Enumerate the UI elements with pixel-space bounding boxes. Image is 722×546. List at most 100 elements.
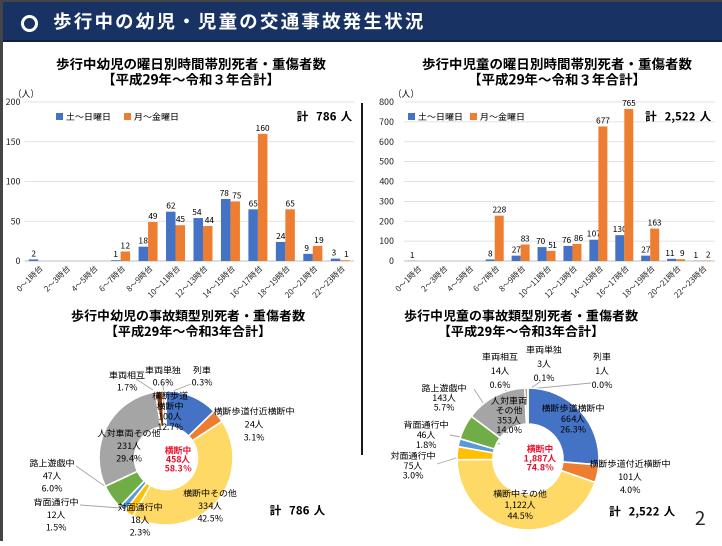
bar-value-label: 70 [536, 235, 545, 247]
bar-20～21時台-土～日曜日 [303, 254, 313, 261]
bar-value-label: 76 [562, 234, 571, 246]
y-tick-label: 150 [6, 135, 21, 148]
slice-label: 12.7% [157, 420, 183, 433]
bar-value-label: 228 [492, 204, 506, 216]
bar-12～13時台-土～日曜日 [193, 218, 203, 261]
bar-20～21時台-土～日曜日 [667, 259, 676, 261]
bar-20～21時台-月～金曜日 [313, 246, 323, 261]
bar-value-label: 49 [148, 210, 157, 222]
slice-label: 横断中その他 [183, 487, 237, 500]
slice-label: 47人 [43, 469, 62, 482]
slice-label: 42.5% [197, 512, 223, 525]
bar-10～11時台-月～金曜日 [176, 225, 186, 261]
bar-value-label: 19 [315, 234, 324, 246]
bar-value-label: 9 [680, 247, 685, 259]
y-tick-label: 0 [16, 254, 21, 267]
slice-label: 26.3% [560, 423, 586, 436]
slice-label: 0.3% [192, 376, 213, 389]
legend-label: 月～金曜日 [480, 110, 525, 123]
slice-label: 5.7% [434, 401, 455, 414]
legend-swatch [408, 113, 415, 120]
ring-icon [21, 15, 38, 32]
frame-left-edge [0, 0, 3, 541]
donut-children-svg: 歩行中児童の事故類型別死者・重傷者数【平成29年～令和3年合計】横断歩道横断中6… [369, 300, 722, 541]
bar-8～9時台-月～金曜日 [148, 222, 158, 261]
slice-label: 3人 [536, 357, 551, 370]
bar-8～9時台-土～日曜日 [139, 247, 149, 261]
total-suffix: 人 [314, 503, 326, 519]
bar-value-label: 1 [114, 248, 119, 260]
bar-value-label: 8 [488, 247, 493, 259]
slice-label: 列車 [593, 350, 611, 363]
y-tick-label: 300 [378, 194, 394, 207]
bar-value-label: 27 [641, 244, 651, 256]
bar-16～17時台-月～金曜日 [624, 109, 633, 261]
bar-infants-svg: 歩行中幼児の曜日別時間帯別死者・重傷者数【平成29年～令和３年合計】（人）050… [2, 46, 368, 300]
bar-18～19時台-土～日曜日 [276, 242, 286, 261]
total-value: 2,522 [665, 109, 696, 125]
bar-10～11時台-土～日曜日 [166, 212, 176, 261]
slice-label: 車両単独 [526, 343, 562, 356]
total-prefix: 計 [609, 504, 621, 520]
bar-value-label: 18 [139, 235, 148, 247]
slice-label: 334人 [197, 499, 222, 512]
bar-18～19時台-土～日曜日 [641, 256, 650, 261]
y-tick-label: 500 [379, 155, 394, 168]
total-value: 2,522 [629, 504, 660, 520]
leader-line [80, 505, 121, 508]
bar-value-label: 24 [276, 230, 286, 242]
bar-6～7時台-土～日曜日 [486, 259, 495, 261]
bar-value-label: 44 [205, 214, 215, 226]
x-tick-label: 6～7時台 [471, 263, 502, 294]
bar-value-label: 86 [574, 232, 583, 244]
slice-label: 6.0% [42, 482, 63, 495]
bar-value-label: 62 [166, 200, 176, 212]
donut-center-label: 74.8% [527, 461, 555, 474]
legend-label: 土～日曜日 [66, 110, 111, 123]
bar-0～1時台-土～日曜日 [29, 259, 38, 261]
y-tick-label: 600 [379, 135, 394, 148]
bar-14～15時台-土～日曜日 [221, 199, 231, 261]
y-tick-label: 100 [6, 175, 21, 188]
slice-label: 1.7% [117, 381, 138, 394]
slice-label: 横断歩道付近横断中 [589, 457, 670, 470]
bar-value-label: 163 [648, 217, 662, 229]
bar-14～15時台-月～金曜日 [230, 201, 240, 261]
bar-value-label: 12 [121, 239, 131, 251]
slice-label: 231人 [117, 439, 141, 452]
bar-22～23時台-土～日曜日 [331, 259, 341, 261]
x-tick-label: 6～7時台 [97, 263, 128, 294]
slice-label: 4.0% [620, 483, 641, 496]
total-value: 786 [289, 503, 310, 519]
bar-value-label: 65 [249, 197, 258, 209]
slice-label: 3.0% [402, 469, 424, 482]
slice-label: 対面通行中 [117, 501, 162, 514]
donut-infants-svg: 歩行中幼児の事故類型別死者・重傷者数【平成29年～令和3年合計】横断歩道横断中1… [2, 300, 368, 541]
bar-16～17時台-土～日曜日 [615, 235, 624, 261]
slice-label: 0.6% [153, 376, 174, 389]
bar-18～19時台-月～金曜日 [285, 209, 295, 261]
total-suffix: 人 [341, 109, 353, 125]
slice-label: 18人 [131, 513, 150, 526]
bar-value-label: 83 [521, 233, 530, 245]
chart-title-line2: 【平成29年～令和３年合計】 [468, 69, 646, 89]
frame-top-edge [0, 0, 722, 2]
slice-label: 0.0% [592, 378, 613, 391]
slice-label: 背面通行中 [33, 496, 78, 509]
chart-title-line2: 【平成29年～令和3年合計】 [438, 321, 604, 340]
slice-label: 人対車両その他 [97, 427, 160, 440]
slice-label: 14人 [491, 364, 510, 377]
bar-value-label: 54 [192, 206, 202, 218]
bar-value-label: 27 [512, 244, 522, 256]
y-tick-label: 200 [6, 95, 21, 108]
bar-value-label: 677 [596, 114, 610, 126]
slice-label: 101人 [618, 470, 642, 483]
slice-label: 車両相互 [482, 350, 518, 363]
slice-label: 24人 [245, 418, 264, 431]
